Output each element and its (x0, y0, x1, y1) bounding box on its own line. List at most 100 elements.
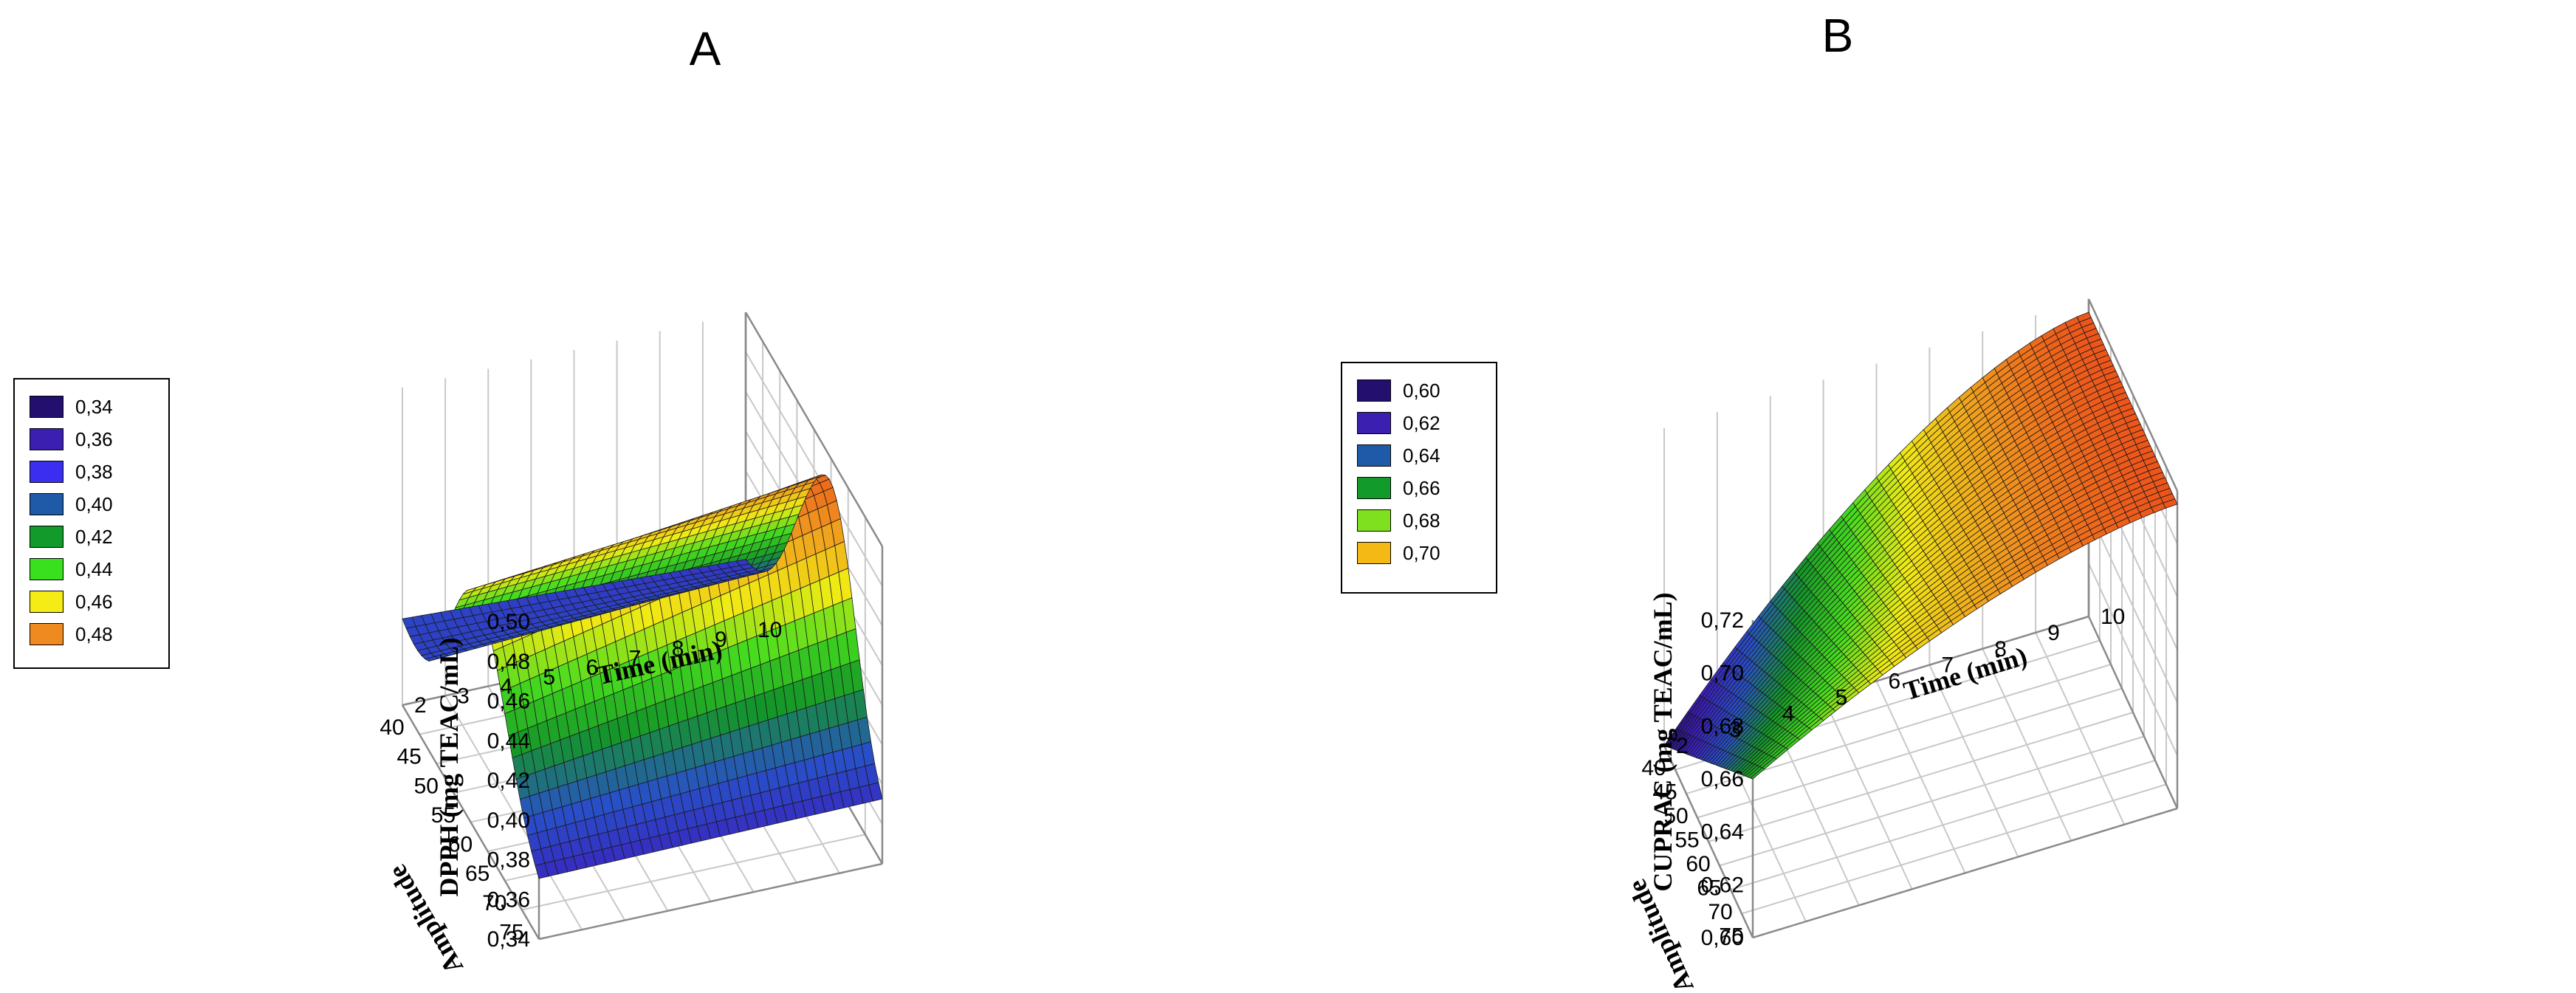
panel-title: A (690, 22, 721, 75)
y-tick-label: 5 (543, 665, 555, 690)
z-tick-label: 0,68 (1701, 714, 1744, 738)
z-tick-label: 0,70 (1701, 662, 1744, 686)
y-tick-label: 10 (758, 618, 782, 642)
legend-item: 0,34 (15, 396, 113, 418)
x-tick-label: 75 (1719, 924, 1743, 949)
legend-label: 0,40 (75, 492, 113, 515)
legend-item: 0,38 (15, 461, 113, 483)
legend-label: 0,62 (1403, 411, 1440, 434)
legend-item: 0,62 (1342, 412, 1440, 434)
y-tick-label: 8 (672, 637, 684, 662)
legend-item: 0,36 (15, 428, 113, 450)
surface-mesh (402, 474, 883, 879)
x-tick-label: 75 (499, 920, 523, 944)
z-tick-label: 0,34 (487, 927, 530, 952)
x-tick-label: 40 (1641, 756, 1666, 780)
panel-title: B (1822, 9, 1854, 62)
x-axis-title: Amplitude (1622, 875, 1700, 993)
z-axis-title: CUPRAC (mg TEAC/mL) (1648, 592, 1677, 891)
legend-label: 0,70 (1403, 541, 1440, 564)
axis-frame-line (401, 704, 540, 940)
z-tick-label: 0,50 (487, 610, 530, 634)
x-tick-label: 45 (1652, 780, 1677, 805)
legend-label: 0,64 (1403, 444, 1440, 467)
legend-b: 0,60 0,62 0,64 0,66 0,68 0,70 (1341, 362, 1497, 594)
legend-swatch (30, 558, 63, 580)
z-tick-label: 0,72 (1701, 608, 1744, 633)
legend-item: 0,40 (15, 493, 113, 515)
legend-label: 0,60 (1403, 379, 1440, 402)
legend-swatch (30, 428, 63, 450)
legend-item: 0,46 (15, 591, 113, 613)
legend-a: 0,34 0,36 0,38 0,40 0,42 0,44 0,46 0,48 (13, 378, 170, 669)
x-tick-label: 65 (465, 862, 490, 886)
x-tick-label: 50 (1663, 804, 1688, 828)
legend-swatch (1357, 379, 1391, 402)
legend-item: 0,60 (1342, 379, 1440, 402)
z-tick-label: 0,36 (487, 887, 530, 912)
x-tick-label: 55 (1675, 828, 1699, 853)
z-tick-label: 0,40 (487, 808, 530, 833)
z-tick-label: 0,42 (487, 769, 530, 793)
x-tick-label: 55 (431, 803, 456, 828)
legend-label: 0,36 (75, 427, 113, 450)
floor-gridline-time (1928, 664, 2019, 858)
floor-gridline-time (1822, 696, 1913, 890)
legend-label: 0,66 (1403, 476, 1440, 499)
surface-cell (1663, 728, 1679, 747)
legend-swatch (1357, 412, 1391, 434)
z-tick-label: 0,38 (487, 848, 530, 873)
surface-plot-b: 0,600,620,640,660,680,700,72757065605550… (1622, 9, 2179, 993)
z-tick-label: 0,64 (1701, 820, 1744, 845)
y-axis-title: Time (min) (1900, 641, 2031, 706)
axis-frame-line (1752, 807, 2178, 939)
legend-item: 0,68 (1342, 509, 1440, 532)
axis-frame-line (538, 862, 883, 941)
floor-gridline-time (1875, 681, 1966, 873)
y-tick-label: 7 (629, 646, 642, 670)
chart-panel-b: 0,60 0,62 0,64 0,66 0,68 0,70 0,72 75 70 65 60 55 50… (1288, 0, 2575, 993)
z-tick-label: 0,66 (1701, 767, 1744, 791)
legend-item: 0,64 (1342, 444, 1440, 467)
y-tick-label: 3 (457, 684, 470, 708)
axis-frame-line (2087, 298, 2179, 492)
legend-swatch (1357, 477, 1391, 499)
legend-label: 0,46 (75, 590, 113, 613)
y-tick-label: 4 (1782, 701, 1795, 726)
legend-swatch (1357, 509, 1391, 532)
legend-item: 0,48 (15, 623, 113, 645)
z-tick-label: 0,46 (487, 690, 530, 714)
surface-plot-a: 0,340,360,380,400,420,440,460,480,507570… (379, 22, 884, 979)
legend-item: 0,66 (1342, 477, 1440, 499)
y-tick-label: 4 (500, 675, 512, 699)
floor-gridline-time (2035, 632, 2126, 825)
x-tick-label: 60 (1686, 852, 1710, 876)
legend-swatch (30, 493, 63, 515)
chart-panel-a: 0,34 0,36 0,38 0,40 0,42 0,44 0,46 0,48 0,50 75 7 0… (13, 22, 884, 979)
legend-swatch (1357, 542, 1391, 564)
legend-swatch (1357, 444, 1391, 467)
z-tick-label: 0,48 (487, 650, 530, 674)
x-tick-label: 40 (379, 715, 404, 740)
y-tick-label: 9 (2047, 621, 2060, 645)
y-tick-label: 5 (1835, 685, 1848, 709)
x-tick-label: 50 (414, 774, 439, 798)
y-tick-label: 2 (414, 693, 427, 718)
surface-mesh (1663, 312, 2178, 780)
axis-frame-line (744, 312, 884, 547)
legend-swatch (30, 461, 63, 483)
legend-swatch (30, 623, 63, 645)
y-tick-label: 6 (586, 656, 599, 680)
x-tick-label: 65 (1697, 876, 1721, 901)
y-tick-label: 8 (1994, 637, 2007, 662)
legend-label: 0,44 (75, 557, 113, 580)
y-tick-label: 2 (1676, 734, 1689, 758)
legend-label: 0,38 (75, 460, 113, 483)
legend-swatch (30, 526, 63, 548)
z-tick-label: 0,60 (1701, 926, 1744, 950)
axis-frame-line (2087, 616, 2179, 809)
floor-gridline-time (444, 695, 583, 930)
legend-item: 0,42 (15, 526, 113, 548)
z-tick-label: 0,44 (487, 729, 530, 753)
x-tick-label: 70 (1708, 900, 1732, 924)
